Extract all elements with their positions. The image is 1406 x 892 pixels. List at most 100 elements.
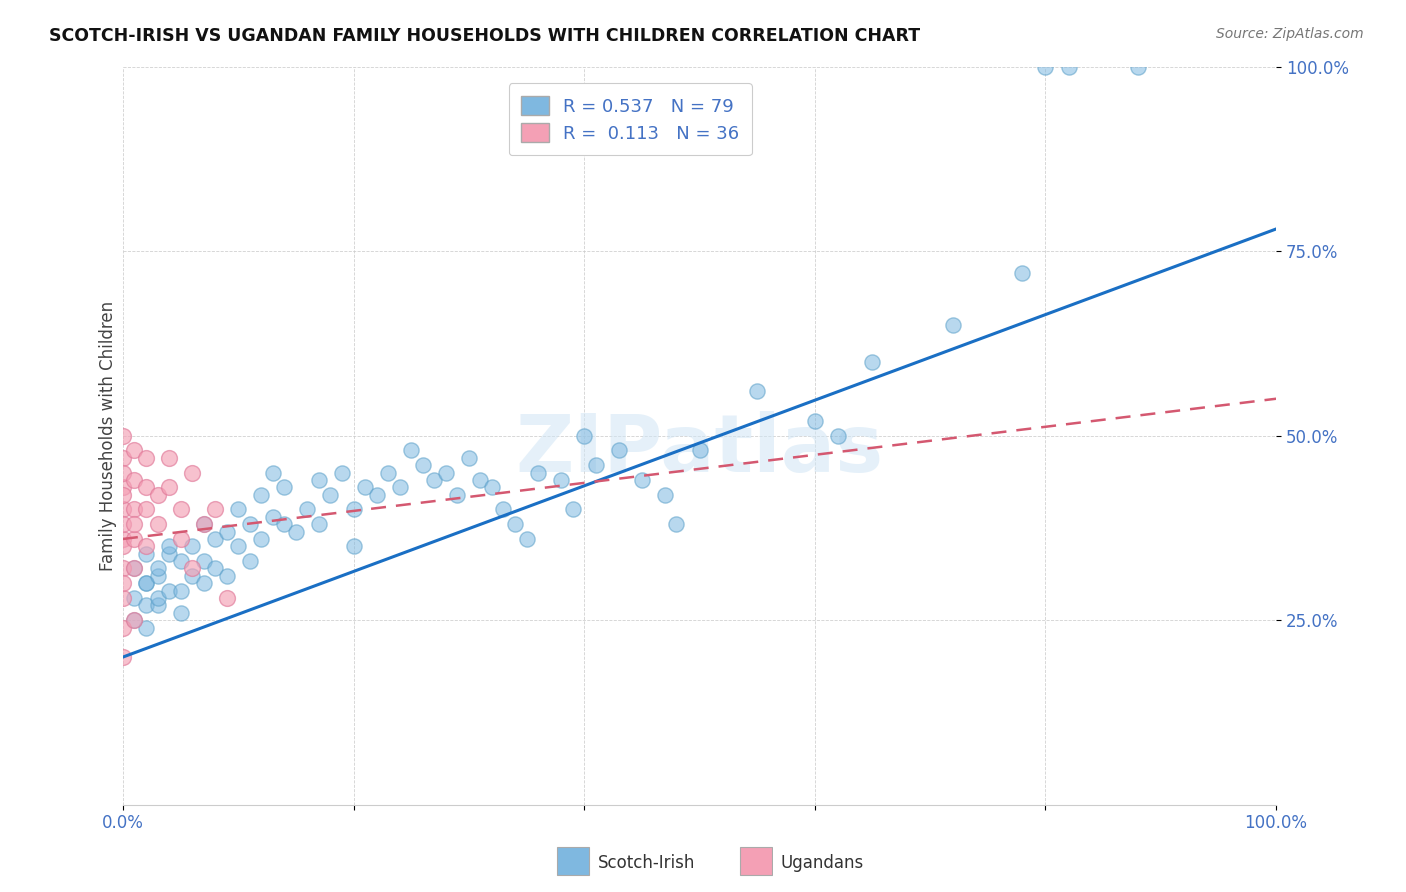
- Point: [308, 517, 330, 532]
- Point: [146, 569, 169, 583]
- Point: [135, 450, 157, 465]
- Point: [124, 532, 146, 546]
- Point: [527, 466, 550, 480]
- Point: [193, 517, 215, 532]
- Point: [250, 532, 273, 546]
- Point: [342, 502, 364, 516]
- Text: SCOTCH-IRISH VS UGANDAN FAMILY HOUSEHOLDS WITH CHILDREN CORRELATION CHART: SCOTCH-IRISH VS UGANDAN FAMILY HOUSEHOLD…: [49, 27, 921, 45]
- Point: [330, 466, 353, 480]
- Point: [284, 524, 307, 539]
- Point: [1011, 266, 1033, 280]
- Point: [135, 540, 157, 554]
- Point: [157, 480, 180, 494]
- Point: [111, 576, 134, 591]
- Point: [503, 517, 526, 532]
- Point: [297, 502, 319, 516]
- Point: [1126, 60, 1149, 74]
- Point: [342, 540, 364, 554]
- Point: [366, 488, 388, 502]
- Point: [423, 473, 446, 487]
- Point: [862, 355, 884, 369]
- Point: [135, 599, 157, 613]
- Point: [654, 488, 676, 502]
- Point: [135, 480, 157, 494]
- Point: [146, 599, 169, 613]
- Point: [111, 450, 134, 465]
- Point: [550, 473, 572, 487]
- Point: [111, 650, 134, 665]
- Point: [585, 458, 607, 472]
- Point: [319, 488, 342, 502]
- Point: [124, 591, 146, 605]
- Point: [1057, 60, 1080, 74]
- Point: [239, 517, 262, 532]
- Point: [135, 576, 157, 591]
- Point: [193, 554, 215, 568]
- Text: Scotch-Irish: Scotch-Irish: [598, 855, 695, 872]
- Point: [157, 540, 180, 554]
- Point: [262, 509, 284, 524]
- Point: [146, 591, 169, 605]
- Point: [665, 517, 688, 532]
- Point: [146, 517, 169, 532]
- Point: [169, 502, 191, 516]
- Point: [111, 480, 134, 494]
- Point: [204, 502, 226, 516]
- Point: [250, 488, 273, 502]
- Point: [111, 532, 134, 546]
- Point: [111, 561, 134, 575]
- Point: [124, 561, 146, 575]
- Point: [572, 428, 595, 442]
- Point: [561, 502, 583, 516]
- Point: [157, 547, 180, 561]
- Point: [181, 540, 204, 554]
- Point: [215, 569, 238, 583]
- Point: [446, 488, 468, 502]
- Point: [111, 502, 134, 516]
- Point: [111, 540, 134, 554]
- Point: [262, 466, 284, 480]
- Point: [181, 561, 204, 575]
- Point: [124, 473, 146, 487]
- Point: [135, 576, 157, 591]
- Point: [226, 540, 249, 554]
- Point: [146, 488, 169, 502]
- Point: [308, 473, 330, 487]
- Point: [135, 547, 157, 561]
- Point: [124, 517, 146, 532]
- Point: [215, 524, 238, 539]
- Text: ZIPatlas: ZIPatlas: [516, 411, 883, 490]
- Point: [181, 569, 204, 583]
- Point: [470, 473, 492, 487]
- Point: [111, 621, 134, 635]
- Point: [226, 502, 249, 516]
- Point: [747, 384, 769, 399]
- Legend: R = 0.537   N = 79, R =  0.113   N = 36: R = 0.537 N = 79, R = 0.113 N = 36: [509, 83, 752, 155]
- Point: [124, 561, 146, 575]
- Point: [169, 532, 191, 546]
- Point: [804, 414, 827, 428]
- Point: [111, 591, 134, 605]
- FancyBboxPatch shape: [740, 847, 772, 875]
- Text: Ugandans: Ugandans: [780, 855, 863, 872]
- Point: [492, 502, 515, 516]
- Point: [135, 621, 157, 635]
- Point: [827, 428, 849, 442]
- Point: [942, 318, 965, 332]
- Point: [111, 466, 134, 480]
- Point: [157, 583, 180, 598]
- Point: [273, 517, 295, 532]
- Point: [169, 606, 191, 620]
- Text: Source: ZipAtlas.com: Source: ZipAtlas.com: [1216, 27, 1364, 41]
- Point: [204, 561, 226, 575]
- FancyBboxPatch shape: [557, 847, 589, 875]
- Point: [193, 517, 215, 532]
- Point: [273, 480, 295, 494]
- Point: [111, 428, 134, 442]
- Point: [239, 554, 262, 568]
- Point: [157, 450, 180, 465]
- Point: [412, 458, 434, 472]
- Point: [457, 450, 479, 465]
- Point: [377, 466, 399, 480]
- Point: [111, 517, 134, 532]
